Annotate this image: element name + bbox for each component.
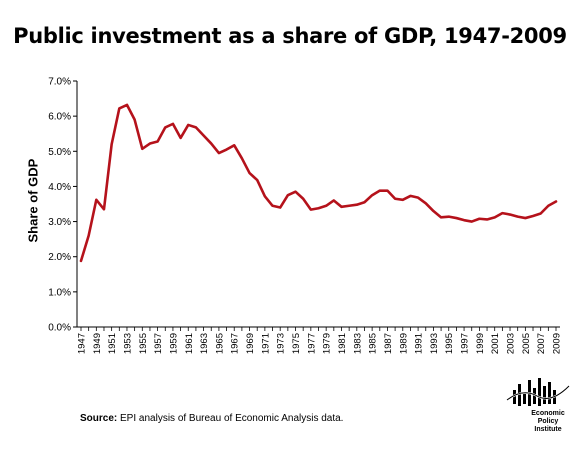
x-tick-label: 2005 — [521, 333, 532, 354]
x-tick-label: 1975 — [291, 333, 302, 354]
x-tick-label: 1977 — [306, 333, 317, 354]
series-line — [79, 103, 558, 263]
y-tick-label: 0.0% — [48, 323, 71, 334]
source-text: EPI analysis of Bureau of Economic Analy… — [117, 413, 344, 424]
epi-logo-icon — [506, 378, 570, 406]
x-tick-label: 2001 — [490, 333, 501, 354]
x-tick-label: 1995 — [444, 333, 455, 354]
x-tick-label: 1965 — [214, 333, 225, 354]
x-tick-label: 2009 — [552, 333, 563, 354]
x-tick-label: 1949 — [92, 333, 103, 354]
x-tick-label: 1993 — [429, 333, 440, 354]
x-tick-label: 1969 — [245, 333, 256, 354]
x-tick-label: 1961 — [184, 333, 195, 354]
y-tick-label: 1.0% — [48, 287, 71, 298]
source-label: Source: — [80, 413, 118, 424]
x-tick-label: 1979 — [322, 333, 333, 354]
x-tick-label: 1967 — [230, 333, 241, 354]
y-tick-label: 4.0% — [48, 182, 71, 193]
x-tick-label: 1951 — [107, 333, 118, 354]
x-tick-label: 1973 — [276, 333, 287, 354]
y-tick-label: 7.0% — [48, 77, 71, 88]
x-tick-label: 1991 — [414, 333, 425, 354]
x-tick-label: 1981 — [337, 333, 348, 354]
logo-line-2: Policy — [537, 418, 559, 425]
x-tick-label: 1987 — [383, 333, 394, 354]
y-tick-label: 3.0% — [48, 217, 71, 228]
logo-line-1: Economic — [531, 410, 565, 417]
y-tick-label: 5.0% — [48, 147, 71, 158]
y-tick-label: 2.0% — [48, 252, 71, 263]
x-tick-label: 1957 — [153, 333, 164, 354]
x-tick-label: 1999 — [475, 333, 486, 354]
x-tick-label: 1997 — [460, 333, 471, 354]
x-tick-label: 1953 — [122, 333, 133, 354]
source-note: Source: EPI analysis of Bureau of Econom… — [80, 413, 343, 424]
x-tick-label: 1959 — [168, 333, 179, 354]
logo-line-3: Institute — [534, 426, 562, 433]
x-tick-label: 1989 — [398, 333, 409, 354]
x-tick-label: 1971 — [260, 333, 271, 354]
x-tick-label: 1985 — [368, 333, 379, 354]
x-tick-label: 1983 — [352, 333, 363, 354]
x-tick-label: 1963 — [199, 333, 210, 354]
chart-title: Public investment as a share of GDP, 194… — [13, 24, 567, 48]
y-tick-label: 6.0% — [48, 112, 71, 123]
x-tick-label: 1955 — [138, 333, 149, 354]
x-tick-label: 2007 — [536, 333, 547, 354]
x-tick-label: 1947 — [77, 333, 88, 354]
x-tick-label: 2003 — [506, 333, 517, 354]
logo-text: Economic Policy Institute — [528, 410, 568, 434]
